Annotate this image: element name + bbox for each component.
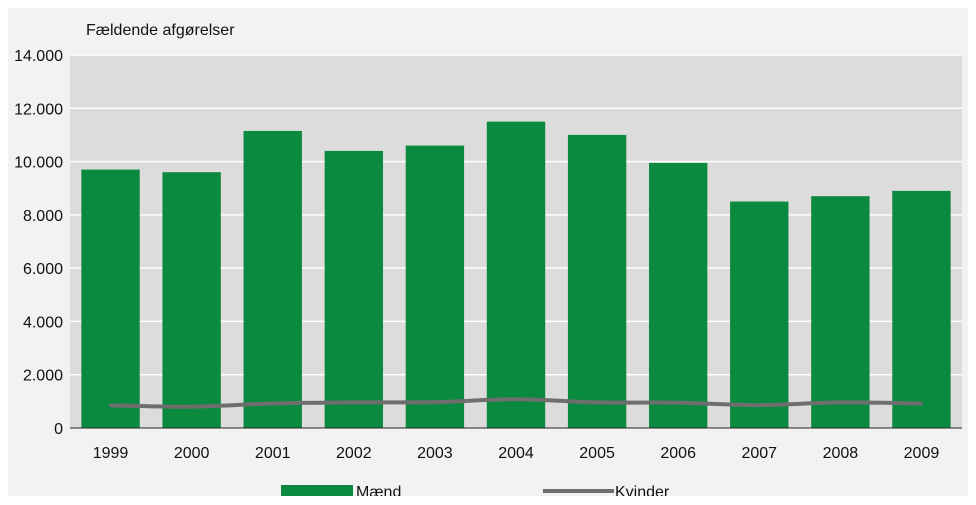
legend-label-maend: Mænd — [356, 484, 401, 496]
x-tick-label: 2009 — [904, 445, 940, 462]
chart-svg: 02.0004.0006.0008.00010.00012.00014.000 … — [14, 22, 962, 496]
point-kvinder-2003 — [433, 400, 437, 404]
x-tick-label: 2005 — [579, 445, 615, 462]
point-kvinder-2002 — [352, 400, 356, 404]
y-tick-label: 6.000 — [23, 261, 63, 278]
line-series — [109, 397, 923, 409]
point-kvinder-2009 — [919, 401, 923, 405]
bar-2001 — [243, 130, 302, 429]
x-tick-label: 2006 — [660, 445, 696, 462]
bars — [81, 121, 951, 429]
y-axis-ticks: 0 2.000 4.000 6.000 8.000 10.000 12.000 14.000 — [14, 48, 63, 438]
y-tick-label: 0 — [54, 421, 63, 438]
y-tick-label: 4.000 — [23, 314, 63, 331]
bar-2009 — [892, 190, 951, 428]
legend-label-kvinder: Kvinder — [615, 484, 670, 496]
bar-2006 — [648, 162, 708, 428]
bar-2002 — [324, 150, 384, 428]
legend: Mænd Kvinder — [281, 484, 670, 496]
y-tick-label: 10.000 — [14, 155, 63, 172]
chart: 0 2.000 4.000 6.000 8.000 10.000 12.000 14.000 … — [8, 8, 968, 496]
point-kvinder-2004 — [514, 397, 518, 401]
x-tick-label: 2003 — [417, 445, 453, 462]
y-tick-label: 12.000 — [14, 101, 63, 118]
point-kvinder-2007 — [757, 403, 761, 407]
bar-2004 — [486, 121, 546, 428]
bar-2005 — [567, 134, 627, 428]
y-tick-label: 8.000 — [23, 208, 63, 225]
point-kvinder-2000 — [190, 405, 194, 409]
bar-2008 — [811, 196, 870, 428]
bar-2007 — [730, 201, 789, 428]
point-kvinder-2005 — [595, 400, 599, 404]
point-kvinder-1999 — [109, 403, 113, 407]
y-axis-title: Fældende afgørelser — [86, 22, 235, 39]
x-tick-label: 2008 — [823, 445, 859, 462]
bar-2000 — [162, 172, 221, 428]
point-kvinder-2001 — [271, 401, 275, 405]
bar-1999 — [81, 169, 140, 429]
y-tick-label: 2.000 — [23, 368, 63, 385]
legend-swatch-maend — [281, 485, 353, 496]
point-kvinder-2008 — [838, 400, 842, 404]
x-tick-label: 1999 — [93, 445, 129, 462]
y-tick-label: 14.000 — [14, 48, 63, 65]
x-axis-ticks: 1999 2000 2001 2002 2003 2004 2005 2006 2007 2008… — [93, 445, 940, 462]
point-kvinder-2006 — [676, 401, 680, 405]
x-tick-label: 2007 — [741, 445, 777, 462]
x-tick-label: 2000 — [174, 445, 210, 462]
x-tick-label: 2001 — [255, 445, 291, 462]
x-tick-label: 2002 — [336, 445, 372, 462]
x-tick-label: 2004 — [498, 445, 534, 462]
bar-2003 — [405, 145, 465, 429]
